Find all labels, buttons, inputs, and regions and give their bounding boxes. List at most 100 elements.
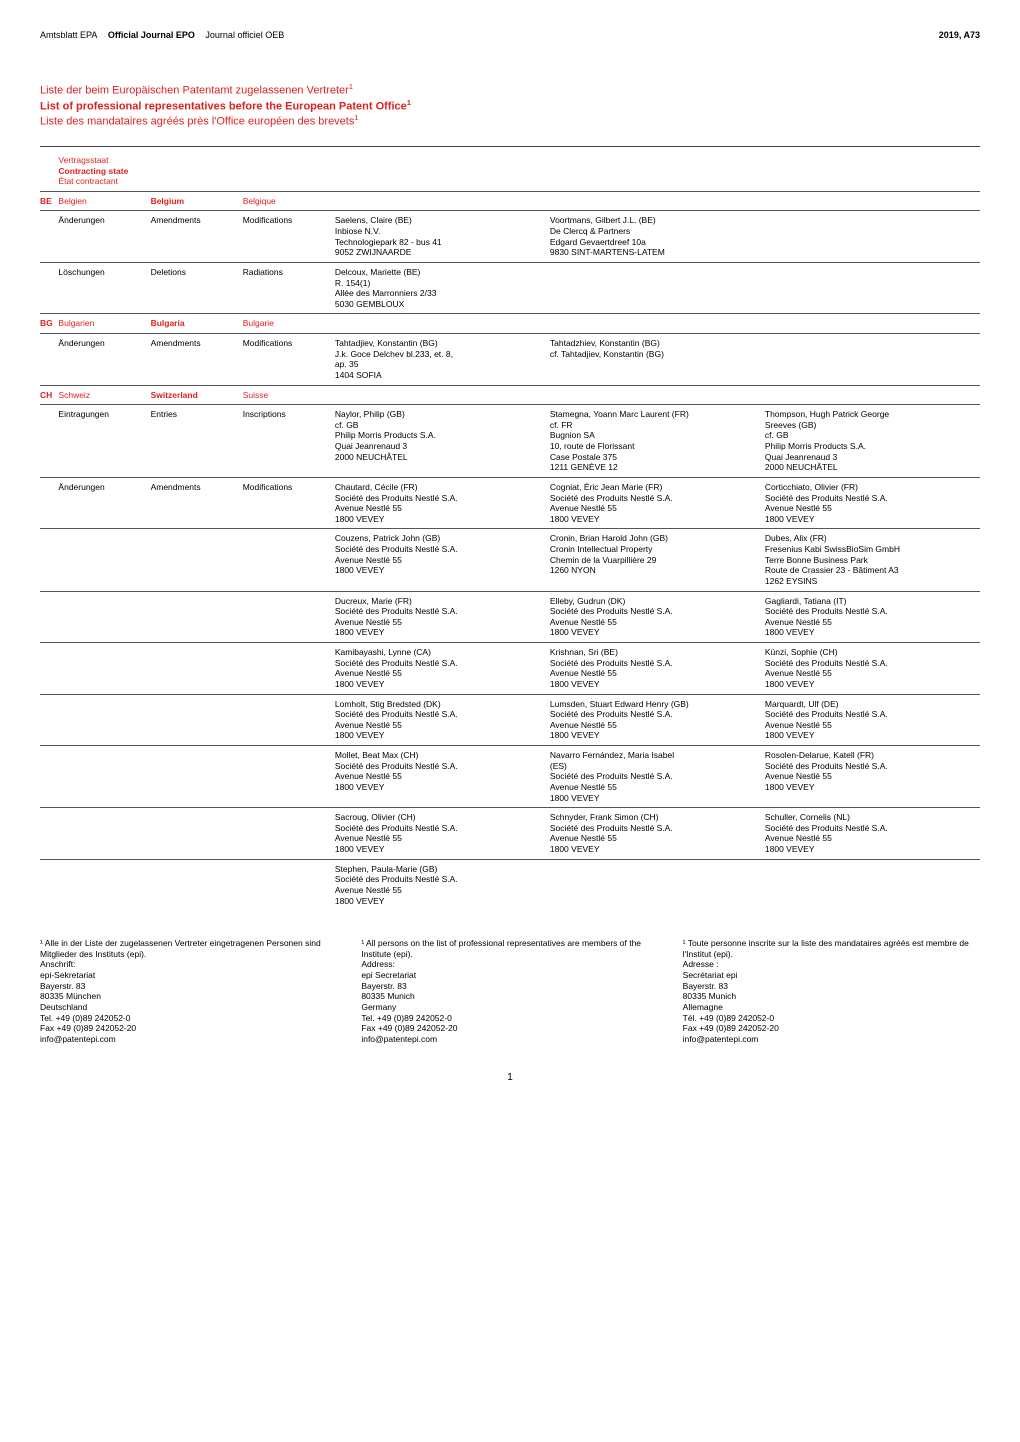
entry-cell: Chautard, Cécile (FR) Société des Produi… — [335, 477, 550, 529]
entry-cell: Lumsden, Stuart Edward Henry (GB) Sociét… — [550, 694, 765, 746]
country-en: Bulgaria — [151, 314, 243, 334]
entry-cell: Rosolen-Delarue, Katell (FR) Société des… — [765, 746, 980, 808]
entry-cell — [765, 334, 980, 386]
entry-row: EintragungenEntriesInscriptionsNaylor, P… — [40, 405, 980, 478]
entry-row: Stephen, Paula-Marie (GB) Société des Pr… — [40, 859, 980, 910]
headrow-de: Vertragsstaat — [58, 155, 328, 166]
country-fr: Bulgarie — [243, 314, 335, 334]
title-en: List of professional representatives bef… — [40, 98, 980, 113]
header-en: Official Journal EPO — [108, 30, 195, 40]
country-en: Switzerland — [151, 385, 243, 405]
header-de: Amtsblatt EPA — [40, 30, 97, 40]
entry-cell — [550, 859, 765, 910]
section-fr: Modifications — [243, 211, 335, 263]
entry-cell: Naylor, Philip (GB) cf. GB Philip Morris… — [335, 405, 550, 478]
entry-row: Couzens, Patrick John (GB) Société des P… — [40, 529, 980, 591]
country-row: BEBelgienBelgiumBelgique — [40, 191, 980, 211]
headrow-fr: État contractant — [58, 176, 328, 187]
entry-cell: Krishnan, Sri (BE) Société des Produits … — [550, 643, 765, 695]
entry-cell: Delcoux, Mariette (BE) R. 154(1) Allée d… — [335, 262, 550, 314]
entry-cell: Tahtadzhiev, Konstantin (BG) cf. Tahtadj… — [550, 334, 765, 386]
entry-cell: Navarro Fernández, Maria Isabel (ES) Soc… — [550, 746, 765, 808]
entry-cell: Marquardt, Ulf (DE) Société des Produits… — [765, 694, 980, 746]
country-row: CHSchweizSwitzerlandSuisse — [40, 385, 980, 405]
country-de: Belgien — [58, 191, 150, 211]
entry-cell — [765, 211, 980, 263]
country-fr: Belgique — [243, 191, 335, 211]
entry-row: Sacroug, Olivier (CH) Société des Produi… — [40, 808, 980, 860]
title-de-text: Liste der beim Europäischen Patentamt zu… — [40, 85, 349, 97]
country-code: CH — [40, 385, 58, 405]
entry-cell: Lomholt, Stig Bredsted (DK) Société des … — [335, 694, 550, 746]
title-de: Liste der beim Europäischen Patentamt zu… — [40, 82, 980, 97]
title-fr: Liste des mandataires agréés près l'Offi… — [40, 113, 980, 128]
section-fr: Radiations — [243, 262, 335, 314]
entry-cell: Stamegna, Yoann Marc Laurent (FR) cf. FR… — [550, 405, 765, 478]
footnote-de: ¹ Alle in der Liste der zugelassenen Ver… — [40, 938, 337, 1044]
entry-cell: Saelens, Claire (BE) Inbiose N.V. Techno… — [335, 211, 550, 263]
entry-cell — [765, 262, 980, 314]
entry-cell: Mollet, Beat Max (CH) Société des Produi… — [335, 746, 550, 808]
page-number: 1 — [40, 1072, 980, 1083]
section-de: Änderungen — [58, 477, 150, 529]
entry-row: Kamibayashi, Lynne (CA) Société des Prod… — [40, 643, 980, 695]
country-fr: Suisse — [243, 385, 335, 405]
headrow-en: Contracting state — [58, 166, 328, 177]
section-en: Deletions — [151, 262, 243, 314]
section-en: Amendments — [151, 477, 243, 529]
country-code: BG — [40, 314, 58, 334]
country-de: Schweiz — [58, 385, 150, 405]
section-fr: Modifications — [243, 334, 335, 386]
main-table: Vertragsstaat Contracting state État con… — [40, 151, 980, 910]
entry-cell: Corticchiato, Olivier (FR) Société des P… — [765, 477, 980, 529]
title-sup-en: 1 — [407, 98, 411, 107]
entry-row: ÄnderungenAmendmentsModificationsChautar… — [40, 477, 980, 529]
header-fr: Journal officiel OEB — [205, 30, 284, 40]
footnotes: ¹ Alle in der Liste der zugelassenen Ver… — [40, 938, 980, 1044]
section-de: Löschungen — [58, 262, 150, 314]
section-en: Amendments — [151, 334, 243, 386]
section-en: Entries — [151, 405, 243, 478]
section-fr: Inscriptions — [243, 405, 335, 478]
entry-cell: Sacroug, Olivier (CH) Société des Produi… — [335, 808, 550, 860]
entry-row: LöschungenDeletionsRadiationsDelcoux, Ma… — [40, 262, 980, 314]
entry-cell — [550, 262, 765, 314]
entry-row: ÄnderungenAmendmentsModificationsTahtadj… — [40, 334, 980, 386]
section-de: Änderungen — [58, 334, 150, 386]
title-fr-text: Liste des mandataires agréés près l'Offi… — [40, 116, 354, 128]
entry-row: Lomholt, Stig Bredsted (DK) Société des … — [40, 694, 980, 746]
entry-cell: Kamibayashi, Lynne (CA) Société des Prod… — [335, 643, 550, 695]
entry-row: Mollet, Beat Max (CH) Société des Produi… — [40, 746, 980, 808]
entry-cell: Gagliardi, Tatiana (IT) Société des Prod… — [765, 591, 980, 643]
header-right: 2019, A73 — [939, 30, 980, 42]
footnote-fr: ¹ Toute personne inscrite sur la liste d… — [683, 938, 980, 1044]
entry-cell: Schnyder, Frank Simon (CH) Société des P… — [550, 808, 765, 860]
entry-row: Ducreux, Marie (FR) Société des Produits… — [40, 591, 980, 643]
country-row: BGBulgarienBulgariaBulgarie — [40, 314, 980, 334]
running-header: Amtsblatt EPA Official Journal EPO Journ… — [40, 30, 980, 42]
entry-row: ÄnderungenAmendmentsModificationsSaelens… — [40, 211, 980, 263]
section-de: Eintragungen — [58, 405, 150, 478]
entry-cell: Tahtadjiev, Konstantin (BG) J.k. Goce De… — [335, 334, 550, 386]
country-code: BE — [40, 191, 58, 211]
entry-cell: Stephen, Paula-Marie (GB) Société des Pr… — [335, 859, 550, 910]
title-sup: 1 — [349, 82, 353, 91]
entry-cell: Cogniat, Éric Jean Marie (FR) Société de… — [550, 477, 765, 529]
divider — [40, 146, 980, 147]
entry-cell: Ducreux, Marie (FR) Société des Produits… — [335, 591, 550, 643]
title-block: Liste der beim Europäischen Patentamt zu… — [40, 82, 980, 128]
footnote-en: ¹ All persons on the list of professiona… — [361, 938, 658, 1044]
section-fr: Modifications — [243, 477, 335, 529]
entry-cell: Schuller, Cornelis (NL) Société des Prod… — [765, 808, 980, 860]
entry-cell: Künzi, Sophie (CH) Société des Produits … — [765, 643, 980, 695]
country-en: Belgium — [151, 191, 243, 211]
entry-cell: Elleby, Gudrun (DK) Société des Produits… — [550, 591, 765, 643]
entry-cell: Thompson, Hugh Patrick George Sreeves (G… — [765, 405, 980, 478]
section-en: Amendments — [151, 211, 243, 263]
entry-cell — [765, 859, 980, 910]
contracting-state-headrow: Vertragsstaat Contracting state État con… — [40, 151, 980, 191]
entry-cell: Dubes, Alix (FR) Fresenius Kabi SwissBio… — [765, 529, 980, 591]
entry-cell: Voortmans, Gilbert J.L. (BE) De Clercq &… — [550, 211, 765, 263]
country-de: Bulgarien — [58, 314, 150, 334]
title-en-text: List of professional representatives bef… — [40, 100, 407, 112]
